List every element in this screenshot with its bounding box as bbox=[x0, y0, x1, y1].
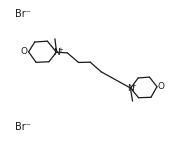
Text: O: O bbox=[158, 82, 165, 91]
Text: Br⁻: Br⁻ bbox=[15, 122, 31, 132]
Text: Br⁻: Br⁻ bbox=[15, 9, 31, 19]
Text: N: N bbox=[54, 48, 60, 57]
Text: N: N bbox=[127, 84, 133, 93]
Text: +: + bbox=[130, 83, 136, 89]
Text: O: O bbox=[21, 47, 28, 56]
Text: +: + bbox=[57, 47, 63, 53]
